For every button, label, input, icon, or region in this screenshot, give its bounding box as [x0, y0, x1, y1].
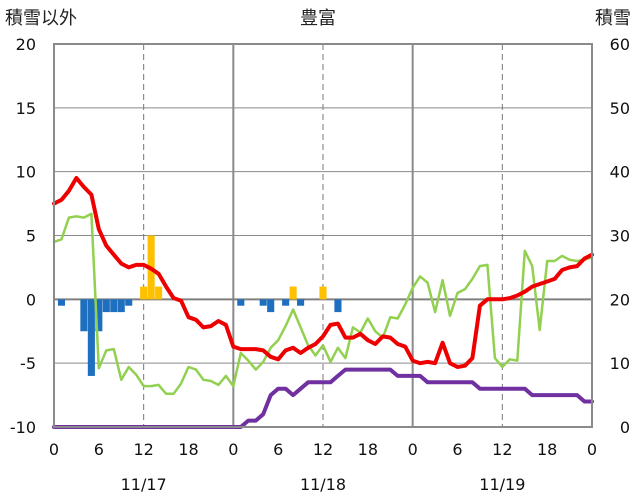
left-tick-label: -10: [10, 418, 36, 437]
x-tick-label: 12: [313, 440, 333, 459]
bar-precip_negative: [117, 299, 125, 313]
bar-precip_negative: [125, 299, 133, 306]
x-tick-label: 18: [178, 440, 198, 459]
left-tick-label: 0: [26, 290, 36, 309]
x-tick-label: 0: [228, 440, 238, 459]
line-temperature: [52, 176, 594, 369]
x-tick-label: 0: [587, 440, 597, 459]
bar-precip_negative: [57, 299, 66, 306]
right-tick-label: 10: [610, 354, 630, 373]
grid: [54, 44, 592, 427]
right-tick-label: 60: [610, 35, 630, 54]
left-tick-label: -5: [20, 354, 36, 373]
left-axis-label: 積雪以外: [5, 8, 77, 29]
bar-precip_negative: [110, 299, 118, 313]
bar-precip_negative: [282, 299, 290, 306]
bar-precip: [155, 286, 163, 300]
x-tick-label: 12: [133, 440, 153, 459]
bar-precip_negative: [102, 299, 110, 313]
x-tick-label: 0: [408, 440, 418, 459]
right-axis-label: 積雪: [595, 8, 631, 29]
bar-precip: [140, 286, 148, 300]
date-label: 11/17: [121, 475, 167, 494]
x-tick-label: 18: [537, 440, 557, 459]
bar-precip_negative: [259, 299, 267, 306]
date-label: 11/19: [479, 475, 525, 494]
bar-precip: [289, 286, 297, 300]
x-tick-label: 6: [273, 440, 283, 459]
plot-frame: [53, 43, 593, 428]
left-tick-label: 10: [16, 163, 36, 182]
right-tick-label: 20: [610, 290, 630, 309]
precipitation-bars: [57, 235, 342, 376]
bar-precip_negative: [95, 299, 103, 332]
x-tick-label: 12: [492, 440, 512, 459]
plot-border: [53, 43, 593, 428]
x-tick-label: 0: [49, 440, 59, 459]
x-tick-label: 6: [94, 440, 104, 459]
bar-precip_negative: [267, 299, 275, 313]
bar-precip_negative: [87, 299, 95, 376]
left-tick-label: 20: [16, 35, 36, 54]
bar-precip_negative: [297, 299, 305, 306]
left-tick-label: 5: [26, 227, 36, 246]
bar-precip_negative: [334, 299, 342, 313]
line-wind: [52, 212, 594, 396]
right-tick-label: 30: [610, 227, 630, 246]
bar-precip_negative: [80, 299, 88, 332]
x-tick-label: 6: [452, 440, 462, 459]
right-tick-label: 0: [620, 418, 630, 437]
chart-title: 豊富: [300, 8, 336, 29]
x-tick-label: 18: [358, 440, 378, 459]
left-tick-label: 15: [16, 99, 36, 118]
right-tick-label: 50: [610, 99, 630, 118]
date-label: 11/18: [300, 475, 346, 494]
bar-precip: [319, 286, 327, 300]
bar-precip_negative: [237, 299, 245, 306]
right-tick-label: 40: [610, 163, 630, 182]
